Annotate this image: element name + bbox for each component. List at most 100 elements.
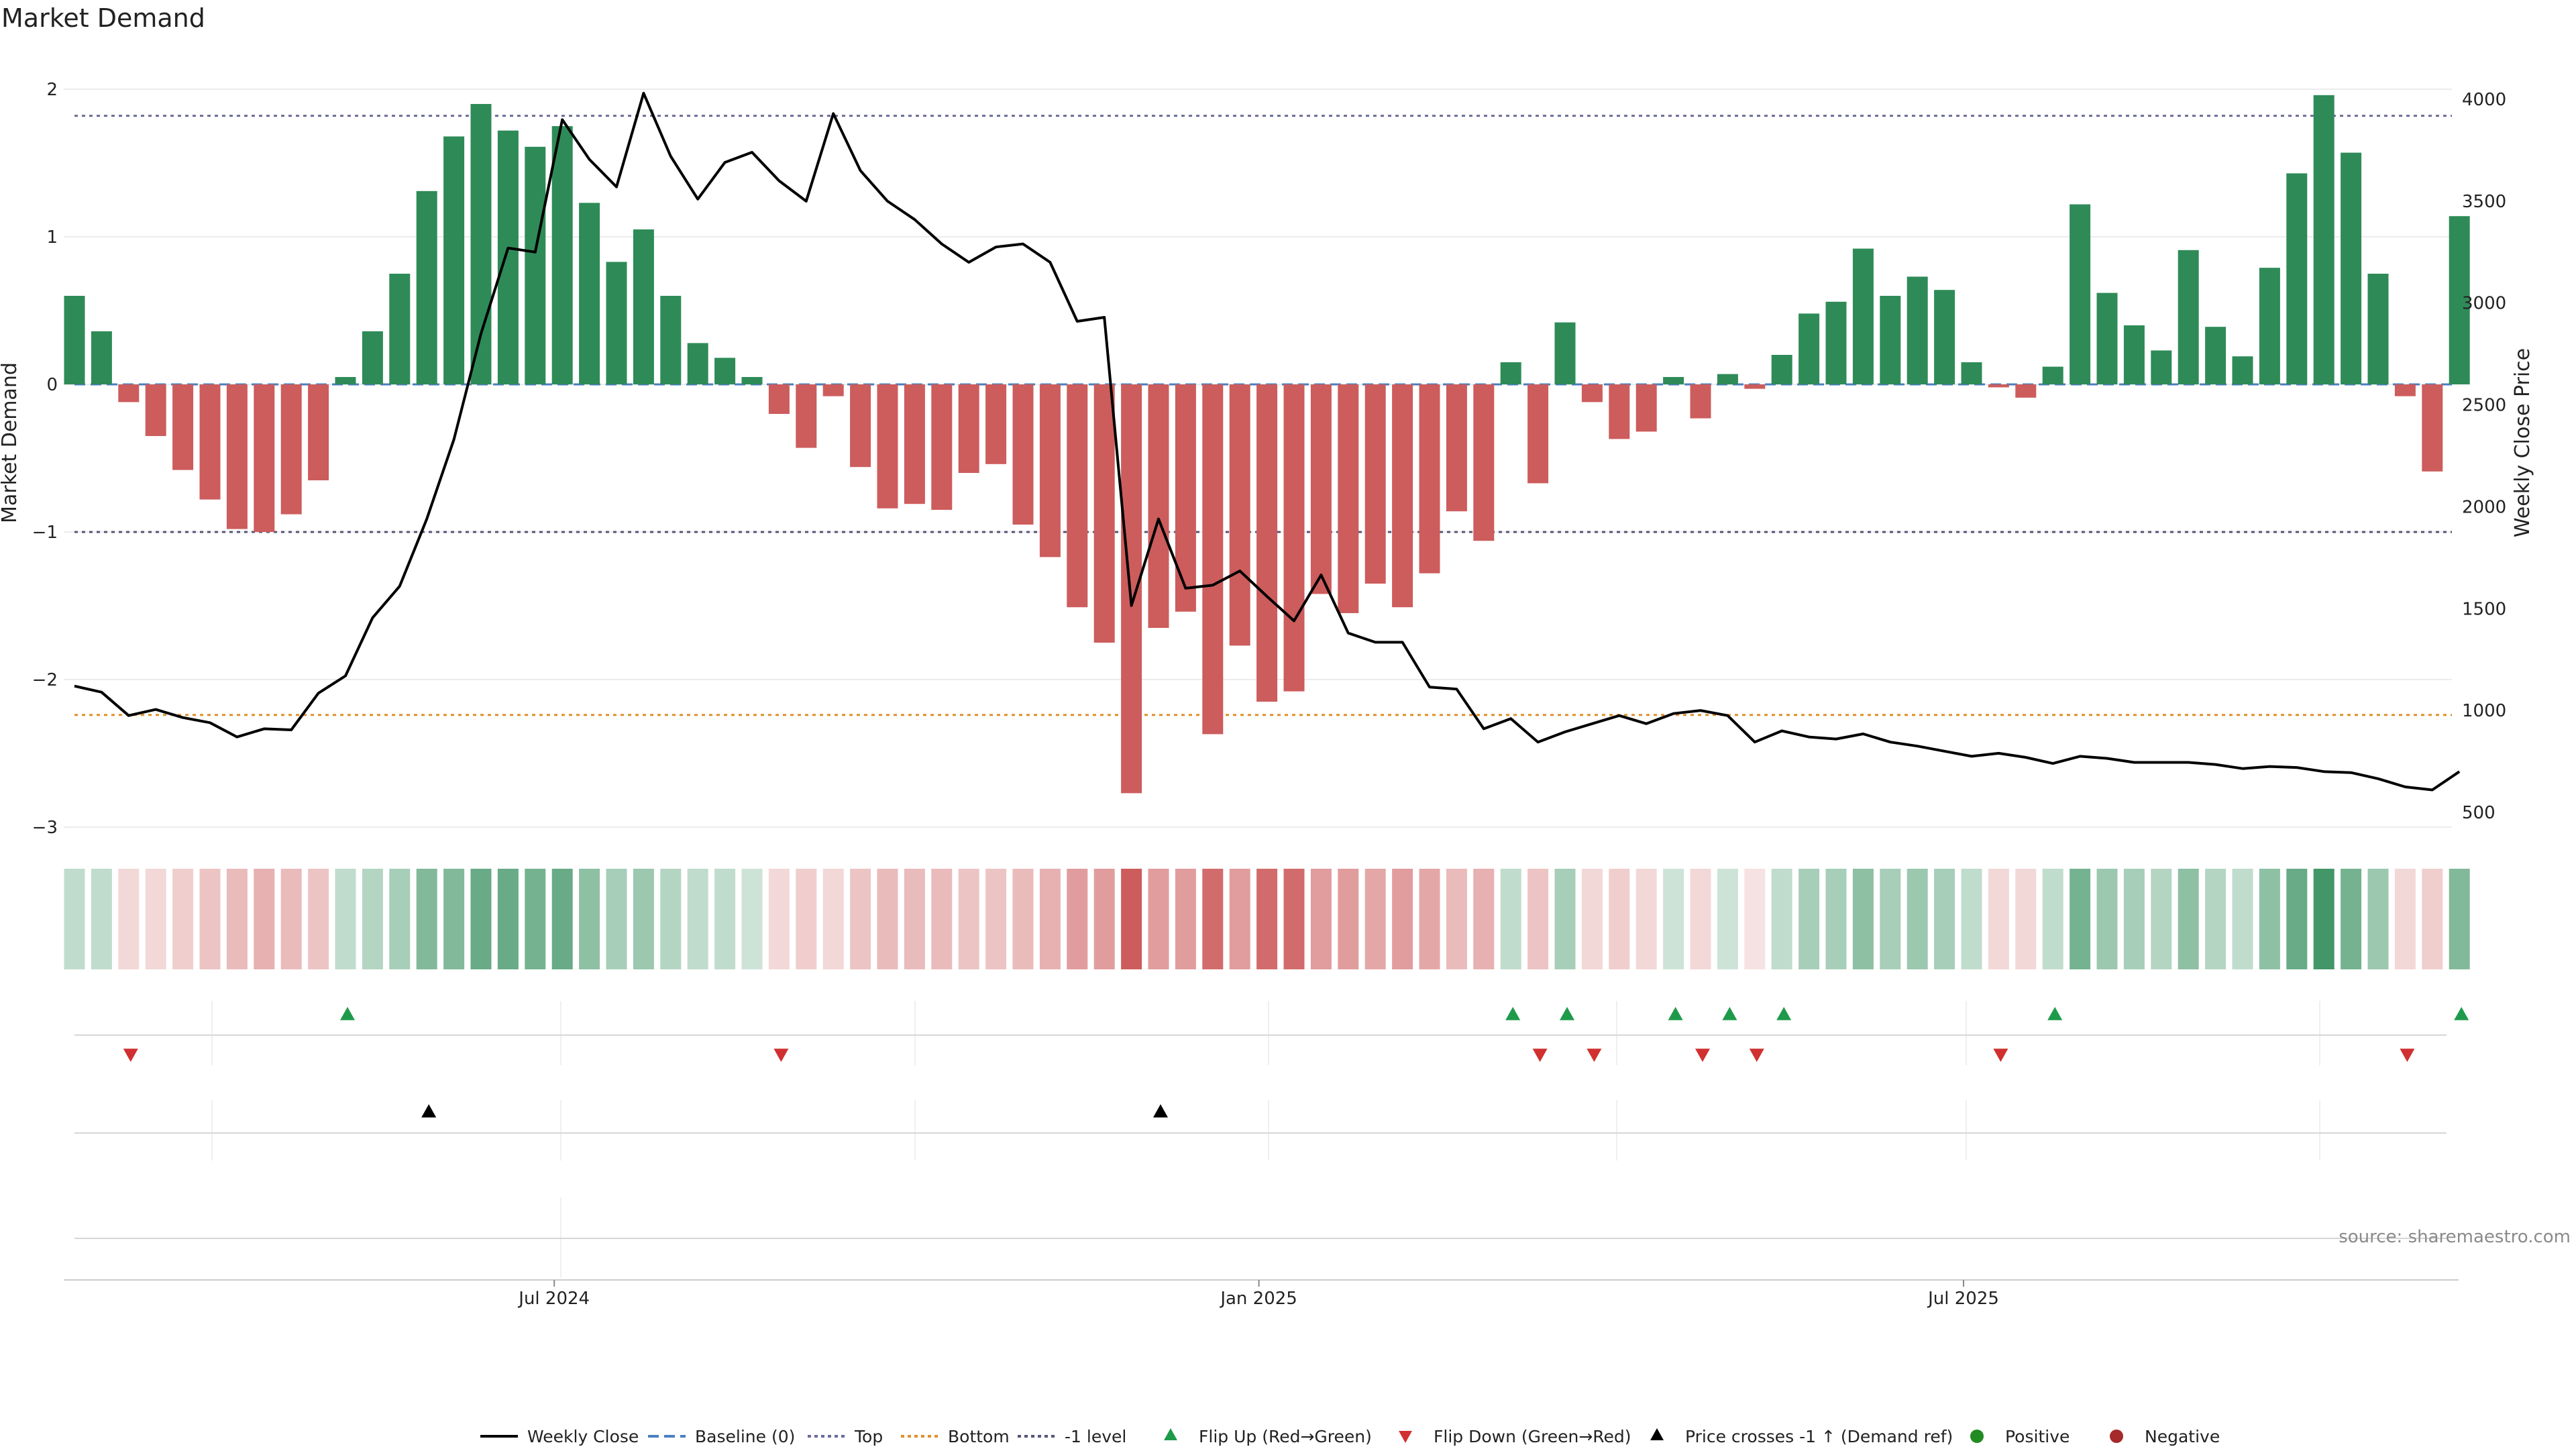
demand-bar xyxy=(1581,384,1603,402)
shade-cell xyxy=(958,869,979,969)
demand-bar xyxy=(1175,384,1196,612)
demand-bar xyxy=(850,384,871,468)
flip-up-marker xyxy=(1776,1007,1792,1020)
shade-cell xyxy=(985,869,1007,969)
shade-cell xyxy=(1121,869,1142,969)
shade-cell xyxy=(172,869,194,969)
legend-label: Top xyxy=(854,1427,883,1446)
shade-cell xyxy=(904,869,925,969)
shade-cell xyxy=(199,869,221,969)
demand-bar xyxy=(64,296,85,384)
demand-bar xyxy=(822,384,844,396)
demand-bar xyxy=(1419,384,1440,574)
shade-cell xyxy=(2178,869,2199,969)
shade-cell xyxy=(768,869,790,969)
demand-bar xyxy=(2178,250,2199,384)
demand-bar xyxy=(2367,274,2389,384)
legend-item: Bottom xyxy=(901,1427,1010,1446)
demand-bar xyxy=(1093,384,1115,643)
demand-bar xyxy=(1364,384,1386,584)
shade-cell xyxy=(1364,869,1386,969)
demand-bar xyxy=(362,331,383,384)
demand-bar xyxy=(1338,384,1359,613)
demand-bar xyxy=(226,384,248,529)
demand-bar xyxy=(1283,384,1305,692)
shade-cell xyxy=(877,869,898,969)
shade-cell xyxy=(1663,869,1684,969)
demand-bar xyxy=(1825,301,1847,384)
shade-cell xyxy=(2070,869,2091,969)
shade-cell xyxy=(1988,869,2009,969)
flip-up-marker xyxy=(2047,1007,2063,1020)
flip-down-marker xyxy=(1532,1049,1548,1062)
demand-bar xyxy=(1527,384,1549,484)
shade-cell xyxy=(660,869,682,969)
demand-bar xyxy=(335,377,356,384)
legend-label: -1 level xyxy=(1065,1427,1126,1446)
demand-bar xyxy=(1988,384,2009,388)
demand-bar xyxy=(1446,384,1467,512)
demand-bar xyxy=(1799,313,1820,384)
flip-down-marker xyxy=(1749,1049,1764,1062)
left-axis-label: Market Demand xyxy=(0,362,21,523)
legend-label: Negative xyxy=(2145,1427,2220,1446)
legend-swatch-triangle-up xyxy=(1164,1428,1177,1440)
demand-bar xyxy=(2341,152,2362,384)
legend-label: Baseline (0) xyxy=(695,1427,795,1446)
source-note: source: sharemaestro.com xyxy=(2339,1227,2571,1247)
left-tick-label: −2 xyxy=(32,670,58,690)
shade-cell xyxy=(2042,869,2063,969)
demand-bar xyxy=(2070,204,2091,384)
demand-bar xyxy=(118,384,140,402)
shade-cell xyxy=(1690,869,1711,969)
price-cross-marker xyxy=(1153,1104,1168,1118)
shade-cell xyxy=(1635,869,1657,969)
flip-up-marker xyxy=(1722,1007,1737,1020)
legend-item: Flip Up (Red→Green) xyxy=(1164,1427,1372,1446)
shade-cell xyxy=(1825,869,1847,969)
shade-cell xyxy=(1446,869,1467,969)
shade-cell xyxy=(687,869,708,969)
shade-cell xyxy=(822,869,844,969)
flip-up-marker xyxy=(1560,1007,1574,1020)
demand-bar xyxy=(1690,384,1711,419)
shade-cell xyxy=(1609,869,1630,969)
demand-bar xyxy=(2313,95,2334,385)
legend-swatch-dot xyxy=(1970,1430,1984,1443)
flip-up-marker xyxy=(1668,1007,1683,1020)
flip-down-marker xyxy=(1993,1049,2008,1062)
legend-swatch-triangle-down xyxy=(1399,1431,1412,1443)
flip-up-marker xyxy=(340,1007,355,1020)
demand-bar xyxy=(199,384,221,500)
demand-bar xyxy=(606,262,627,384)
shade-cell xyxy=(1283,869,1305,969)
shade-cell xyxy=(145,869,166,969)
demand-bar xyxy=(877,384,898,508)
shade-cell xyxy=(1771,869,1792,969)
legend-label: Price crosses -1 ↑ (Demand ref) xyxy=(1685,1427,1953,1446)
right-tick-label: 3500 xyxy=(2462,192,2506,212)
demand-bar xyxy=(1717,374,1738,384)
demand-bar xyxy=(1907,276,1928,384)
legend-item: Flip Down (Green→Red) xyxy=(1399,1427,1631,1446)
shade-cell xyxy=(2286,869,2308,969)
legend-label: Weekly Close xyxy=(527,1427,639,1446)
shade-cell xyxy=(335,869,356,969)
shade-cell xyxy=(2232,869,2253,969)
left-tick-label: −1 xyxy=(32,523,58,543)
demand-bar xyxy=(1202,384,1224,735)
demand-bar xyxy=(687,343,708,384)
shade-cell xyxy=(2123,869,2145,969)
demand-bar xyxy=(1039,384,1061,557)
demand-bar xyxy=(2232,356,2253,384)
legend-label: Bottom xyxy=(948,1427,1010,1446)
x-tick-label: Jan 2025 xyxy=(1219,1289,1297,1309)
demand-bar xyxy=(1473,384,1495,541)
price-cross-marker xyxy=(421,1104,437,1118)
shade-cell xyxy=(2422,869,2443,969)
shade-cell xyxy=(2151,869,2172,969)
demand-bar xyxy=(1229,384,1250,646)
demand-bar xyxy=(2394,384,2416,396)
price-line-group xyxy=(74,91,2461,792)
